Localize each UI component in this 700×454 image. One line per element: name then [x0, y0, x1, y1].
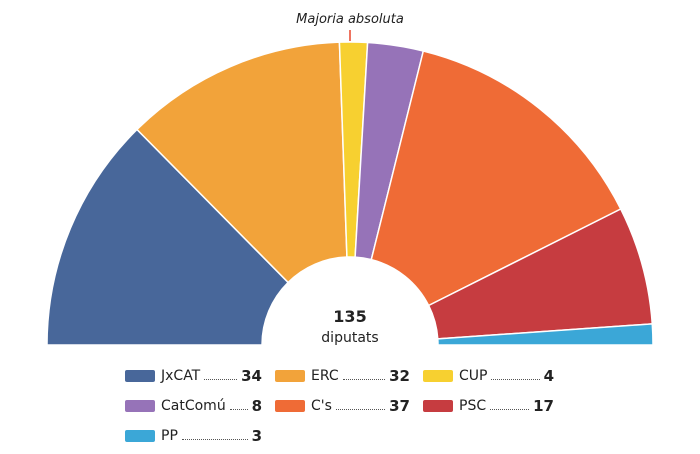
legend-item-pp: PP 3 [125, 427, 262, 445]
seat-segment-jxcat [46, 128, 290, 346]
legend-item-catcomu: CatComú 8 [125, 397, 262, 415]
legend-label-cup: CUP [459, 368, 488, 384]
total-seats: 135 [333, 307, 367, 326]
legend-leader [204, 378, 238, 380]
legend-label-erc: ERC [311, 368, 339, 384]
seat-segment-erc [135, 41, 348, 284]
legend-label-pp: PP [161, 428, 178, 444]
legend-leader [491, 378, 540, 380]
legend-value-pp: 3 [251, 427, 262, 445]
legend-value-erc: 32 [389, 367, 410, 385]
legend-swatch-cs [275, 400, 305, 412]
legend-item-cs: C's 37 [275, 397, 410, 415]
legend-item-erc: ERC 32 [275, 367, 410, 385]
seat-segment-psc [427, 208, 654, 340]
legend-item-psc: PSC 17 [423, 397, 554, 415]
legend-leader [229, 408, 248, 410]
legend-value-jxcat: 34 [241, 367, 262, 385]
legend-value-catcomu: 8 [251, 397, 262, 415]
legend-swatch-pp [125, 430, 155, 442]
legend-value-cs: 37 [389, 397, 410, 415]
legend-leader [335, 408, 386, 410]
legend-swatch-jxcat [125, 370, 155, 382]
legend-item-cup: CUP 4 [423, 367, 554, 385]
legend-swatch-cup [423, 370, 453, 382]
seat-segment-pp [436, 323, 654, 346]
seat-segment-cs [370, 50, 622, 307]
legend-swatch-catcomu [125, 400, 155, 412]
legend-value-psc: 17 [533, 397, 554, 415]
legend: JxCAT 34 ERC 32 CUP 4 CatComú 8 C's 37 P… [125, 367, 585, 447]
total-seats-label: diputats [321, 330, 379, 346]
legend-leader [181, 438, 248, 440]
legend-leader [490, 408, 530, 410]
legend-label-jxcat: JxCAT [161, 368, 201, 384]
legend-label-cs: C's [311, 398, 332, 414]
legend-item-jxcat: JxCAT 34 [125, 367, 262, 385]
legend-swatch-erc [275, 370, 305, 382]
legend-leader [342, 378, 386, 380]
majority-label: Majoria absoluta [296, 12, 404, 27]
legend-label-catcomu: CatComú [161, 398, 226, 414]
legend-label-psc: PSC [459, 398, 487, 414]
legend-swatch-psc [423, 400, 453, 412]
legend-value-cup: 4 [543, 367, 554, 385]
